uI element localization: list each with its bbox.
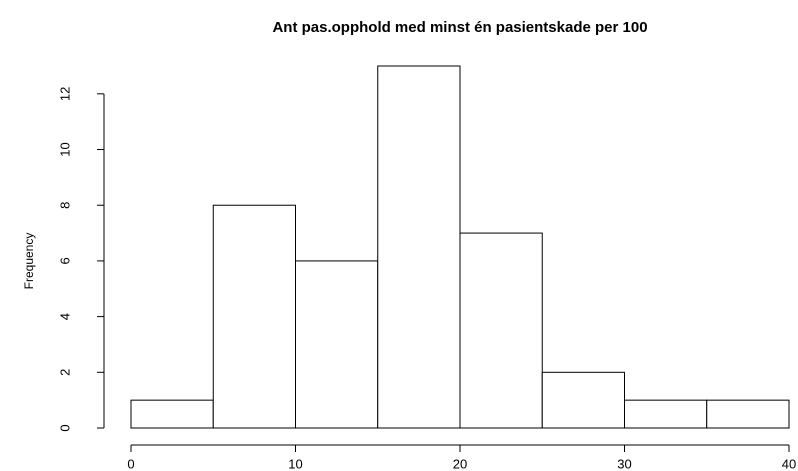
y-tick-label: 0 <box>57 424 72 431</box>
y-tick-label: 4 <box>57 313 72 320</box>
x-tick-label: 40 <box>782 456 796 471</box>
bar <box>212 204 296 429</box>
y-tick-label: 12 <box>57 87 72 101</box>
x-tick-label: 0 <box>127 456 134 471</box>
y-tick-label: 6 <box>57 257 72 264</box>
x-tick-label: 20 <box>453 456 467 471</box>
x-tick-label: 30 <box>617 456 631 471</box>
bar <box>130 399 214 429</box>
bar <box>377 65 461 429</box>
y-tick-label: 2 <box>57 369 72 376</box>
bar <box>541 371 625 429</box>
bar <box>624 399 708 429</box>
x-tick-label: 10 <box>288 456 302 471</box>
chart-title: Ant pas.opphold med minst én pasientskad… <box>272 19 647 36</box>
bar <box>459 232 543 429</box>
bar <box>295 260 379 429</box>
bar <box>706 399 790 429</box>
y-tick-label: 8 <box>57 202 72 209</box>
y-tick-label: 10 <box>57 142 72 156</box>
y-axis-label: Frequency <box>22 233 36 290</box>
